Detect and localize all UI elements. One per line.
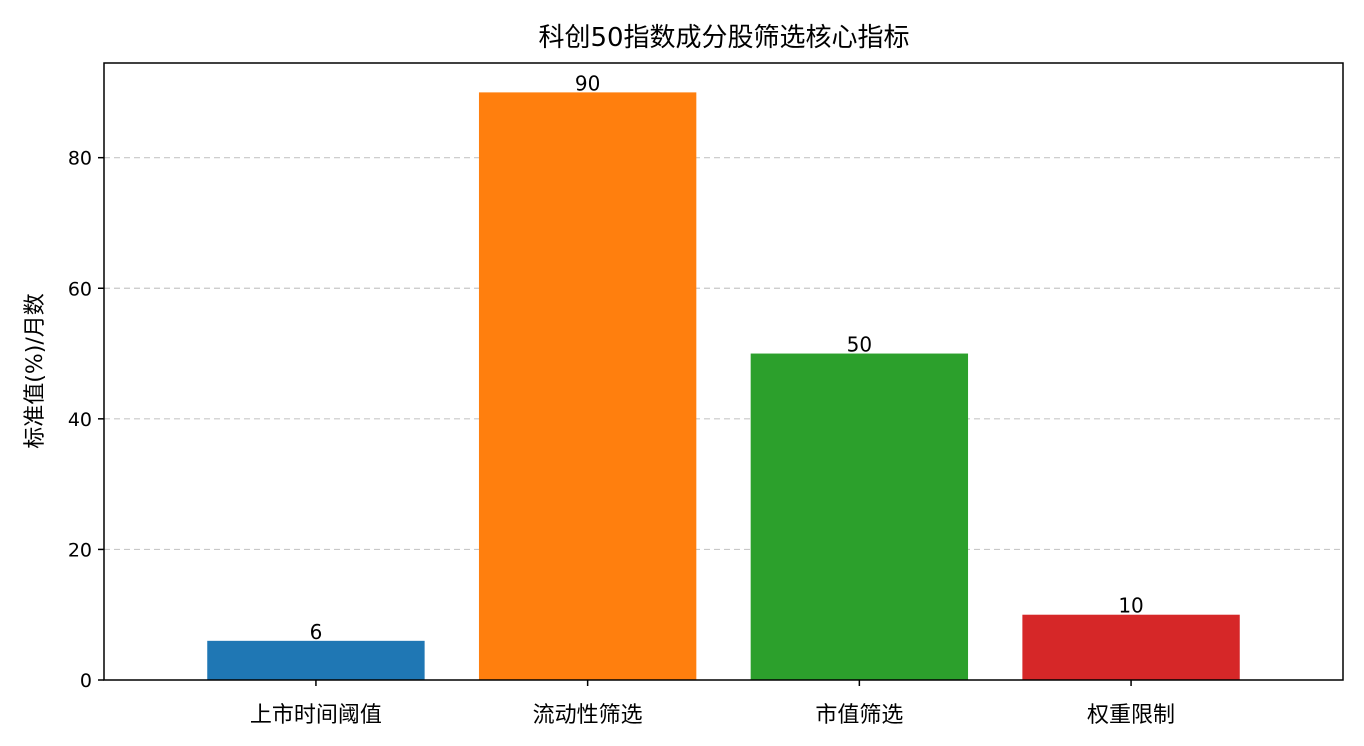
y-tick-label: 0 — [80, 670, 92, 692]
data-label: 90 — [575, 71, 600, 95]
x-axis-ticks: 上市时间阈值 流动性筛选 市值筛选 权重限制 — [250, 680, 1175, 728]
data-label: 6 — [310, 620, 323, 644]
grid-lines — [104, 157, 1343, 551]
bar-4 — [1022, 614, 1240, 680]
y-tick-label: 40 — [68, 409, 92, 431]
data-label: 10 — [1118, 594, 1143, 618]
y-tick-label: 80 — [68, 148, 92, 170]
bars — [207, 92, 1240, 680]
x-tick-label: 上市时间阈值 — [250, 703, 382, 728]
y-axis-label: 标准值(%)/月数 — [23, 293, 48, 448]
chart-title: 科创50指数成分股筛选核心指标 — [538, 23, 909, 53]
y-tick-label: 60 — [68, 278, 92, 300]
bar-3 — [750, 353, 969, 680]
bar-1 — [207, 640, 425, 680]
x-tick-label: 流动性筛选 — [533, 703, 643, 728]
data-label: 50 — [847, 333, 872, 357]
data-labels: 6 90 50 10 — [310, 71, 1144, 643]
bar-2 — [478, 92, 697, 680]
y-axis-ticks: 0 20 40 60 80 — [68, 148, 104, 692]
x-tick-label: 市值筛选 — [815, 703, 903, 728]
x-tick-label: 权重限制 — [1087, 703, 1175, 728]
plot-frame — [103, 62, 1344, 681]
y-tick-label: 20 — [68, 539, 92, 561]
